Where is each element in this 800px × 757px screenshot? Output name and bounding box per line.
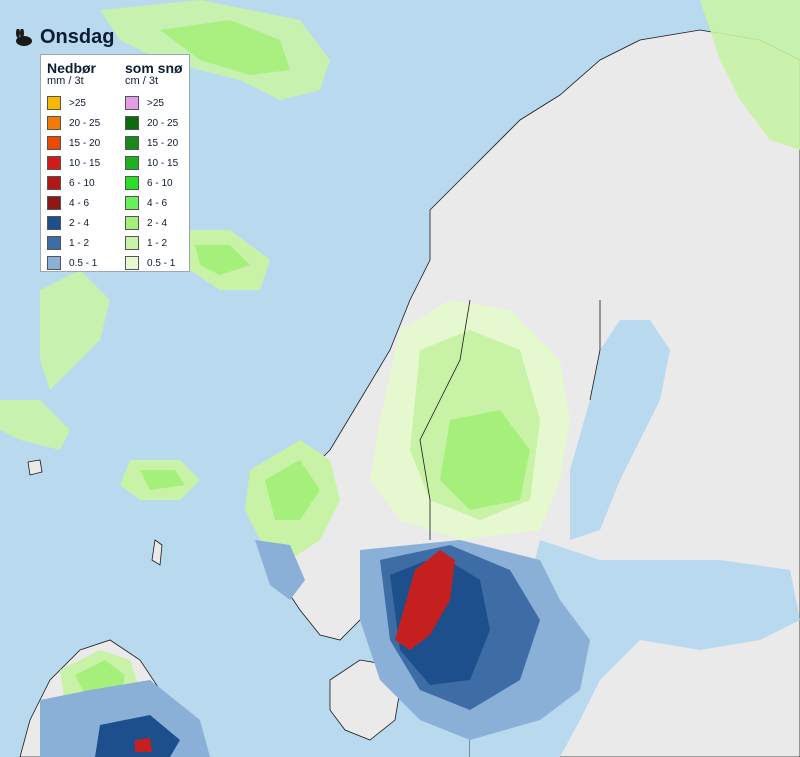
snow-area-central-core	[440, 410, 530, 510]
snow-label: 4 - 6	[147, 197, 168, 209]
rain-swatch	[47, 256, 61, 270]
snow-areas	[0, 0, 800, 720]
rain-label: 4 - 6	[69, 197, 90, 209]
snow-row: 1 - 2	[125, 233, 195, 253]
legend: Nedbør mm / 3t >25 20 - 25 15 - 20 10 - 15 6…	[40, 54, 190, 272]
legend-snow-unit: cm / 3t	[125, 75, 159, 87]
rain-row: 15 - 20	[47, 133, 117, 153]
snow-swatch	[125, 256, 139, 270]
snow-label: 15 - 20	[147, 137, 179, 149]
rain-label: 0.5 - 1	[69, 257, 98, 269]
snow-row: >25	[125, 93, 195, 113]
snow-label: 20 - 25	[147, 117, 179, 129]
legend-rain: Nedbør mm / 3t >25 20 - 25 15 - 20 10 - 15 6…	[47, 61, 117, 273]
rain-swatch	[47, 176, 61, 190]
snow-row: 6 - 10	[125, 173, 195, 193]
rain-row: 6 - 10	[47, 173, 117, 193]
legend-rain-unit: mm / 3t	[47, 75, 84, 87]
snow-area-faroe-core	[195, 245, 250, 275]
rain-swatch	[47, 96, 61, 110]
snow-row: 2 - 4	[125, 213, 195, 233]
snow-swatch	[125, 136, 139, 150]
snow-swatch	[125, 96, 139, 110]
snow-row: 20 - 25	[125, 113, 195, 133]
rain-label: 2 - 4	[69, 217, 90, 229]
snow-area-small-west-core	[140, 470, 185, 490]
snow-label: 1 - 2	[147, 237, 168, 249]
legend-rain-title: Nedbør	[47, 60, 96, 76]
snow-row: 10 - 15	[125, 153, 195, 173]
faroe	[27, 459, 43, 476]
snow-label: 6 - 10	[147, 177, 173, 189]
snow-label: 2 - 4	[147, 217, 168, 229]
snow-swatch	[125, 176, 139, 190]
rain-row: >25	[47, 93, 117, 113]
snow-label: 0.5 - 1	[147, 257, 176, 269]
snow-label: >25	[147, 97, 164, 109]
snow-area-norwegian-sea	[40, 270, 110, 390]
rain-area-scotland-dark	[95, 715, 180, 757]
snow-area-north-sea-top-core	[160, 20, 290, 75]
rain-row: 20 - 25	[47, 113, 117, 133]
rain-label: 6 - 10	[69, 177, 95, 189]
snow-label: 10 - 15	[147, 157, 179, 169]
rain-row: 2 - 4	[47, 213, 117, 233]
rain-swatch	[47, 196, 61, 210]
snow-row: 15 - 20	[125, 133, 195, 153]
day-title: Onsdag	[12, 26, 114, 49]
rain-swatch	[47, 116, 61, 130]
borders	[419, 299, 601, 540]
rain-swatch	[47, 156, 61, 170]
snow-row: 4 - 6	[125, 193, 195, 213]
snow-area-west	[0, 400, 70, 450]
border-sweden-finland	[589, 300, 601, 401]
rain-area-heavy	[395, 550, 455, 650]
rain-swatch	[47, 216, 61, 230]
shetland	[151, 539, 163, 566]
rain-swatch	[47, 236, 61, 250]
snow-area-west-norway-core	[265, 460, 320, 520]
snow-swatch	[125, 116, 139, 130]
rain-swatch	[47, 136, 61, 150]
rain-label: 10 - 15	[69, 157, 101, 169]
rain-label: 20 - 25	[69, 117, 101, 129]
snow-swatch	[125, 236, 139, 250]
rain-row: 4 - 6	[47, 193, 117, 213]
legend-snow-title: som snø	[125, 60, 183, 76]
rain-label: 1 - 2	[69, 237, 90, 249]
rabbit-icon	[16, 28, 32, 46]
rain-label: 15 - 20	[69, 137, 101, 149]
snow-area-northeast	[700, 0, 800, 150]
snow-row: 0.5 - 1	[125, 253, 195, 273]
rain-row: 10 - 15	[47, 153, 117, 173]
border-norway-sweden	[419, 299, 471, 540]
snow-swatch	[125, 156, 139, 170]
rain-label: >25	[69, 97, 86, 109]
legend-snow: som snø cm / 3t >25 20 - 25 15 - 20 10 - 15…	[125, 61, 195, 273]
rain-area-scotland-heavy	[135, 738, 152, 752]
rain-areas	[40, 540, 590, 757]
rain-row: 1 - 2	[47, 233, 117, 253]
snow-swatch	[125, 196, 139, 210]
rain-row: 0.5 - 1	[47, 253, 117, 273]
rain-area-west-norway	[255, 540, 305, 600]
day-title-text: Onsdag	[40, 26, 115, 48]
snow-swatch	[125, 216, 139, 230]
